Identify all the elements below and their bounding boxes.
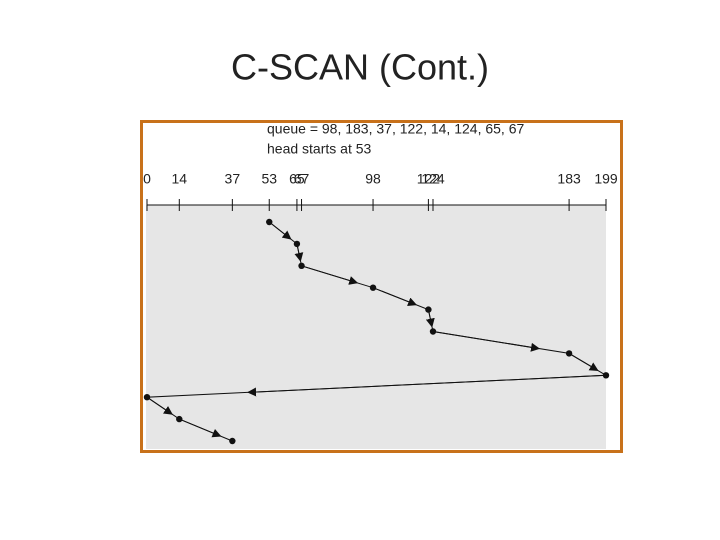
x-tick-label: 53 <box>261 171 277 187</box>
direction-arrow <box>268 221 292 240</box>
x-tick-label: 0 <box>143 171 151 187</box>
direction-arrow <box>432 331 541 352</box>
x-tick-label: 183 <box>557 171 581 187</box>
request-point <box>298 262 305 269</box>
direction-arrow <box>179 418 222 438</box>
slide-title: C-SCAN (Cont.) <box>231 47 489 88</box>
direction-arrow <box>372 287 418 306</box>
request-point <box>229 437 236 445</box>
x-tick-label: 67 <box>294 171 310 187</box>
request-point <box>565 350 573 357</box>
x-tick-label: 65 <box>289 171 305 187</box>
direction-arrow <box>568 352 599 371</box>
request-point <box>369 284 377 291</box>
request-point <box>425 306 432 313</box>
direction-arrow <box>146 396 173 415</box>
x-tick-label: 124 <box>421 171 445 187</box>
x-tick-label: 122 <box>417 171 441 187</box>
plot-area <box>146 205 606 449</box>
request-point <box>176 415 183 423</box>
request-point <box>293 240 301 248</box>
request-point <box>429 328 437 335</box>
direction-arrow <box>247 374 607 397</box>
x-tick-label: 14 <box>172 171 188 187</box>
x-tick-label: 37 <box>225 171 241 187</box>
queue-annotation: queue = 98, 183, 37, 122, 14, 124, 65, 6… <box>267 121 524 137</box>
x-tick-label: 199 <box>594 171 618 187</box>
x-tick-label: 98 <box>365 171 381 187</box>
request-point <box>143 394 151 401</box>
direction-arrow <box>301 265 359 285</box>
request-point <box>602 372 610 379</box>
head-annotation: head starts at 53 <box>267 141 372 157</box>
request-point <box>266 218 273 226</box>
